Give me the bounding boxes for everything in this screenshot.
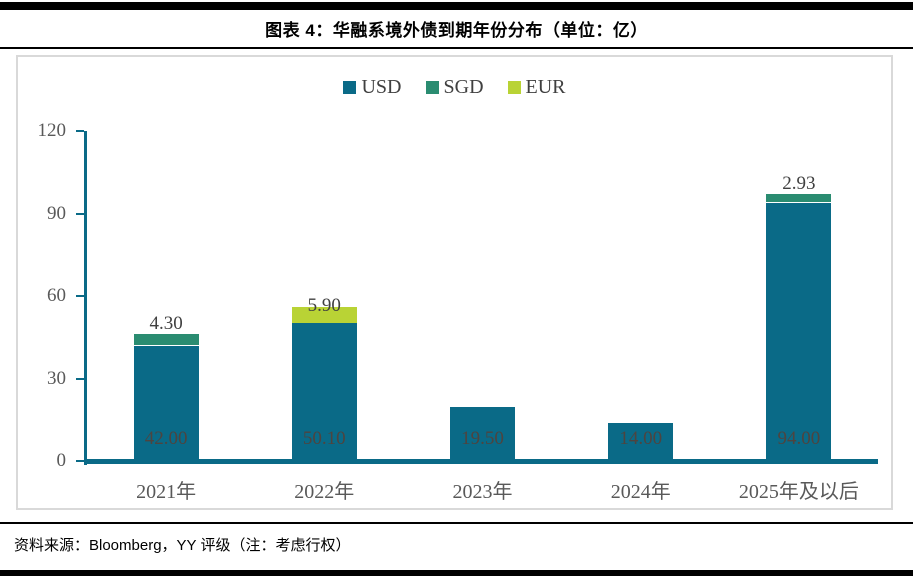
x-axis-category-label: 2023年 bbox=[452, 481, 513, 503]
chart-legend: USD SGD EUR bbox=[18, 76, 891, 99]
y-axis-tick-label: 90 bbox=[47, 202, 66, 224]
x-axis-category-label: 2024年 bbox=[610, 481, 671, 503]
y-axis-tick-mark bbox=[76, 130, 84, 132]
legend-swatch-sgd-icon bbox=[425, 81, 439, 94]
bottom-divider-thick bbox=[0, 570, 913, 576]
bar-value-label-inside: 94.00 bbox=[777, 428, 821, 449]
bar-value-label-outside: 5.90 bbox=[307, 295, 341, 316]
bar-segment-usd-2023年 bbox=[450, 407, 515, 463]
x-axis-category-label: 2021年 bbox=[136, 481, 197, 503]
legend-item-eur: EUR bbox=[507, 76, 566, 99]
figure-title: 图表 4：华融系境外债到期年份分布（单位：亿） bbox=[265, 21, 648, 40]
legend-swatch-eur-icon bbox=[507, 81, 521, 94]
bar-segment-usd-2022年 bbox=[291, 323, 357, 463]
bar-segment-usd-2021年 bbox=[133, 345, 199, 463]
bar-value-label-inside: 50.10 bbox=[302, 428, 346, 449]
legend-swatch-usd-icon bbox=[343, 81, 357, 94]
bar-segment-sgd-2025年及以后 bbox=[766, 194, 832, 203]
bar-segment-usd-2025年及以后 bbox=[766, 202, 832, 463]
bar-segment-eur-2022年 bbox=[291, 307, 357, 324]
y-axis-tick-mark bbox=[76, 295, 84, 297]
title-divider bbox=[0, 47, 913, 49]
y-axis-tick-mark bbox=[76, 377, 84, 380]
x-axis-category-label: 2022年 bbox=[294, 481, 355, 503]
legend-item-usd: USD bbox=[343, 76, 402, 99]
y-axis-tick-label: 60 bbox=[47, 285, 66, 306]
bar-value-label-outside: 2.93 bbox=[782, 173, 816, 195]
x-axis-category-label: 2025年及以后 bbox=[738, 481, 859, 503]
legend-label: SGD bbox=[443, 76, 484, 98]
y-axis-tick-label: 0 bbox=[56, 450, 67, 471]
legend-label: USD bbox=[361, 76, 402, 98]
bar-value-label-inside: 14.00 bbox=[619, 428, 663, 449]
y-axis-tick-label: 30 bbox=[47, 367, 66, 389]
y-axis-line bbox=[84, 131, 87, 465]
y-axis-tick-mark bbox=[76, 460, 84, 462]
legend-label: EUR bbox=[525, 76, 566, 98]
top-divider-thick bbox=[0, 2, 913, 10]
legend-item-sgd: SGD bbox=[425, 76, 484, 99]
y-axis-tick-mark bbox=[76, 212, 84, 215]
bar-segment-usd-2024年 bbox=[608, 422, 674, 463]
bar-value-label-outside: 4.30 bbox=[149, 312, 183, 334]
bar-value-label-inside: 19.50 bbox=[461, 428, 504, 449]
y-axis-tick-label: 120 bbox=[37, 120, 67, 141]
bar-value-label-inside: 42.00 bbox=[144, 428, 188, 449]
footer-divider bbox=[0, 522, 913, 524]
source-note: 资料来源：Bloomberg，YY 评级（注：考虑行权） bbox=[14, 537, 351, 554]
chart-panel: USD SGD EUR 0 30 60 90 120 42.00 4.30 2021年 50.10 5… bbox=[16, 55, 893, 510]
bar-segment-sgd-2021年 bbox=[133, 333, 199, 346]
